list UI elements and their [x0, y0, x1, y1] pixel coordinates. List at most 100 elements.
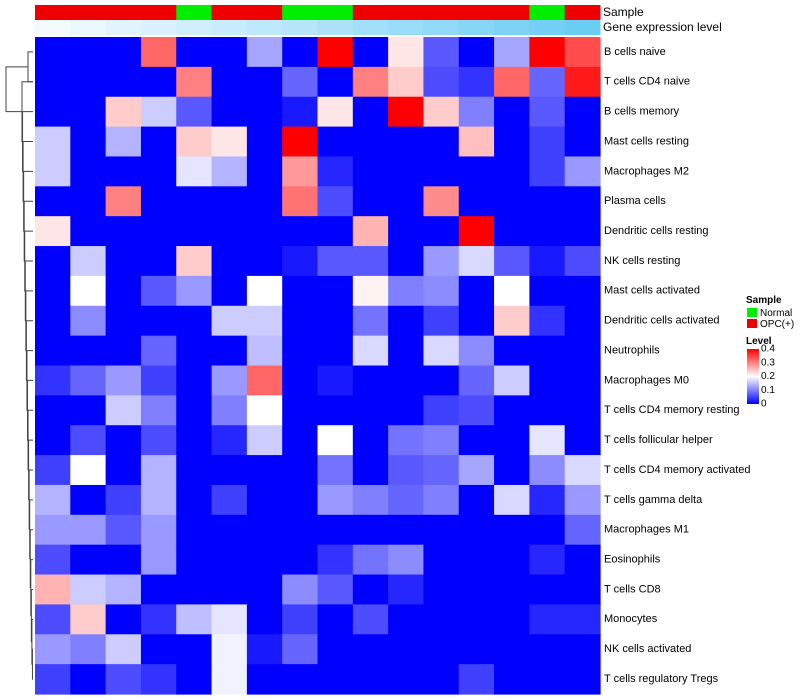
heatmap-cell	[317, 544, 354, 576]
heatmap-cell	[35, 484, 71, 516]
heatmap-cell	[494, 574, 530, 606]
heatmap-cell	[211, 96, 248, 128]
heatmap-cell	[140, 186, 177, 217]
heatmap-cell	[35, 604, 71, 635]
heatmap-cell	[529, 335, 566, 367]
heatmap-cell	[140, 514, 177, 546]
sample-group-cell	[458, 5, 495, 20]
heatmap-cell	[317, 455, 354, 486]
heatmap-cell	[282, 604, 319, 635]
heatmap-cell	[282, 335, 319, 367]
heatmap-cell	[564, 574, 601, 606]
heatmap-cell	[388, 126, 425, 158]
heatmap-cell	[529, 126, 566, 158]
heatmap-cell	[564, 544, 601, 576]
heatmap-cell	[388, 664, 425, 695]
heatmap-cell	[529, 395, 566, 426]
heatmap-cell	[317, 574, 354, 606]
sample-group-cell	[494, 5, 530, 20]
dendrogram-branch	[5, 66, 28, 113]
heatmap-cell	[529, 246, 566, 277]
heatmap-cell	[494, 66, 530, 98]
heatmap-cell	[423, 484, 460, 516]
heatmap-cell	[140, 216, 177, 247]
heatmap-cell	[458, 544, 495, 576]
row-dendrogram	[5, 51, 33, 680]
legend-level-tick-label: 0	[761, 399, 767, 410]
heatmap-cell	[317, 37, 354, 68]
heatmap-cell	[529, 455, 566, 486]
heatmap-cell	[564, 126, 601, 158]
heatmap-cell	[423, 395, 460, 426]
heatmap-cell	[282, 246, 319, 277]
heatmap-cell	[564, 425, 601, 456]
expression-level-cell	[282, 20, 318, 35]
heatmap-cell	[140, 305, 177, 337]
heatmap-cell	[564, 604, 601, 635]
heatmap-cell	[423, 126, 460, 158]
expression-level-cell	[246, 20, 283, 35]
heatmap-cell	[176, 96, 213, 128]
heatmap-cell	[388, 96, 425, 128]
heatmap-cell	[458, 604, 495, 635]
heatmap-cell	[246, 604, 283, 635]
heatmap-cell	[70, 365, 107, 396]
heatmap-cell	[564, 365, 601, 396]
heatmap-cell	[282, 425, 319, 456]
heatmap-cell	[388, 305, 425, 337]
heatmap-cell	[317, 604, 354, 635]
heatmap-cell	[352, 96, 389, 128]
dendrogram-branch	[30, 559, 33, 617]
heatmap-cell	[246, 514, 283, 546]
heatmap-cell	[140, 544, 177, 576]
heatmap-cell	[105, 37, 142, 68]
heatmap-cell	[352, 156, 389, 187]
heatmap-cell	[211, 425, 248, 456]
heatmap-cell	[140, 484, 177, 516]
heatmap-cell	[317, 186, 354, 217]
heatmap-cell	[35, 574, 71, 606]
heatmap-cell	[423, 275, 460, 307]
heatmap-cell	[317, 634, 354, 665]
heatmap-cell	[458, 275, 495, 307]
sample-group-cell	[105, 5, 142, 20]
heatmap-cell	[282, 126, 319, 158]
heatmap-cell	[529, 156, 566, 187]
heatmap-cell	[140, 634, 177, 665]
heatmap-cell	[176, 156, 213, 187]
row-label: NK cells resting	[604, 255, 680, 267]
heatmap-cell	[211, 365, 248, 396]
heatmap-cell	[423, 365, 460, 396]
heatmap-cell	[458, 246, 495, 277]
heatmap-cell	[140, 96, 177, 128]
heatmap-cell	[246, 96, 283, 128]
heatmap-cell	[494, 395, 530, 426]
heatmap-cell	[35, 335, 71, 367]
row-label: B cells memory	[604, 106, 680, 118]
heatmap-cell	[317, 335, 354, 367]
legend-level-tick-label: 0.1	[761, 385, 775, 396]
heatmap-cell	[529, 96, 566, 128]
heatmap-cell	[105, 275, 142, 307]
heatmap-cell	[140, 156, 177, 187]
heatmap-cell	[105, 186, 142, 217]
row-label: T cells follicular helper	[604, 434, 713, 446]
heatmap-cell	[140, 574, 177, 606]
heatmap-cell	[529, 275, 566, 307]
heatmap-cell	[105, 246, 142, 277]
heatmap-cell	[494, 246, 530, 277]
heatmap-cell	[423, 425, 460, 456]
heatmap-cell	[105, 66, 142, 98]
heatmap-cell	[246, 664, 283, 695]
heatmap-cell	[317, 395, 354, 426]
expression-annotation-label: Gene expression level	[603, 20, 722, 34]
heatmap-cell	[140, 66, 177, 98]
sample-group-cell	[423, 5, 460, 20]
heatmap-cell	[352, 246, 389, 277]
heatmap-cell	[140, 126, 177, 158]
heatmap-cell	[105, 126, 142, 158]
heatmap-cell	[105, 604, 142, 635]
heatmap-cell	[317, 365, 354, 396]
heatmap-cell	[176, 574, 213, 606]
heatmap-cell	[282, 634, 319, 665]
